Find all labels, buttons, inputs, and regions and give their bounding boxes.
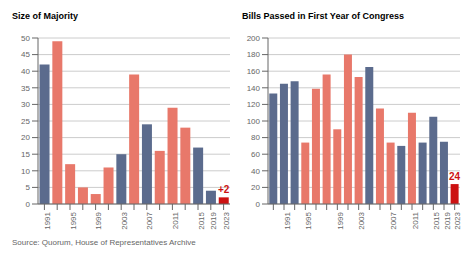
svg-text:2007: 2007 bbox=[145, 211, 154, 229]
svg-text:1991: 1991 bbox=[43, 211, 52, 229]
svg-text:140: 140 bbox=[247, 84, 261, 93]
svg-text:2023: 2023 bbox=[222, 211, 231, 229]
svg-text:2003: 2003 bbox=[357, 211, 366, 229]
svg-text:1999: 1999 bbox=[94, 211, 103, 229]
svg-text:0: 0 bbox=[256, 200, 261, 209]
html-text:Bills Passed in First Year of: Bills Passed in First Year of Congress bbox=[242, 11, 404, 21]
html-text:Source: Quorum, House of Repre: Source: Quorum, House of Representatives… bbox=[12, 238, 196, 247]
svg-text:1995: 1995 bbox=[69, 211, 78, 229]
svg-text:2023: 2023 bbox=[453, 211, 462, 229]
svg-text:1991: 1991 bbox=[283, 211, 292, 229]
svg-text:20: 20 bbox=[251, 183, 260, 192]
svg-text:5: 5 bbox=[26, 183, 31, 192]
svg-text:120: 120 bbox=[247, 100, 261, 109]
svg-text:2019: 2019 bbox=[209, 211, 218, 229]
svg-text:40: 40 bbox=[251, 167, 260, 176]
svg-text:200: 200 bbox=[247, 34, 261, 43]
svg-text:180: 180 bbox=[247, 50, 261, 59]
svg-text:45: 45 bbox=[21, 50, 30, 59]
html-text:Size of Majority: Size of Majority bbox=[12, 11, 78, 21]
svg-text:0: 0 bbox=[26, 200, 31, 209]
svg-text:2015: 2015 bbox=[197, 211, 206, 229]
svg-text:1995: 1995 bbox=[304, 211, 313, 229]
svg-text:20: 20 bbox=[21, 133, 30, 142]
svg-text:2007: 2007 bbox=[389, 211, 398, 229]
svg-text:25: 25 bbox=[21, 117, 30, 126]
svg-text:1999: 1999 bbox=[336, 211, 345, 229]
svg-text:2011: 2011 bbox=[411, 211, 420, 229]
svg-text:100: 100 bbox=[247, 117, 261, 126]
svg-text:160: 160 bbox=[247, 67, 261, 76]
svg-text:80: 80 bbox=[251, 133, 260, 142]
svg-text:40: 40 bbox=[21, 67, 30, 76]
svg-text:30: 30 bbox=[21, 100, 30, 109]
svg-text:24: 24 bbox=[449, 171, 461, 182]
svg-text:+2: +2 bbox=[218, 184, 230, 195]
svg-text:2011: 2011 bbox=[171, 211, 180, 229]
svg-text:2003: 2003 bbox=[120, 211, 129, 229]
svg-text:35: 35 bbox=[21, 84, 30, 93]
svg-text:2015: 2015 bbox=[432, 211, 441, 229]
svg-text:10: 10 bbox=[21, 167, 30, 176]
svg-text:50: 50 bbox=[21, 34, 30, 43]
svg-text:15: 15 bbox=[21, 150, 30, 159]
svg-text:2019: 2019 bbox=[443, 211, 452, 229]
svg-text:60: 60 bbox=[251, 150, 260, 159]
